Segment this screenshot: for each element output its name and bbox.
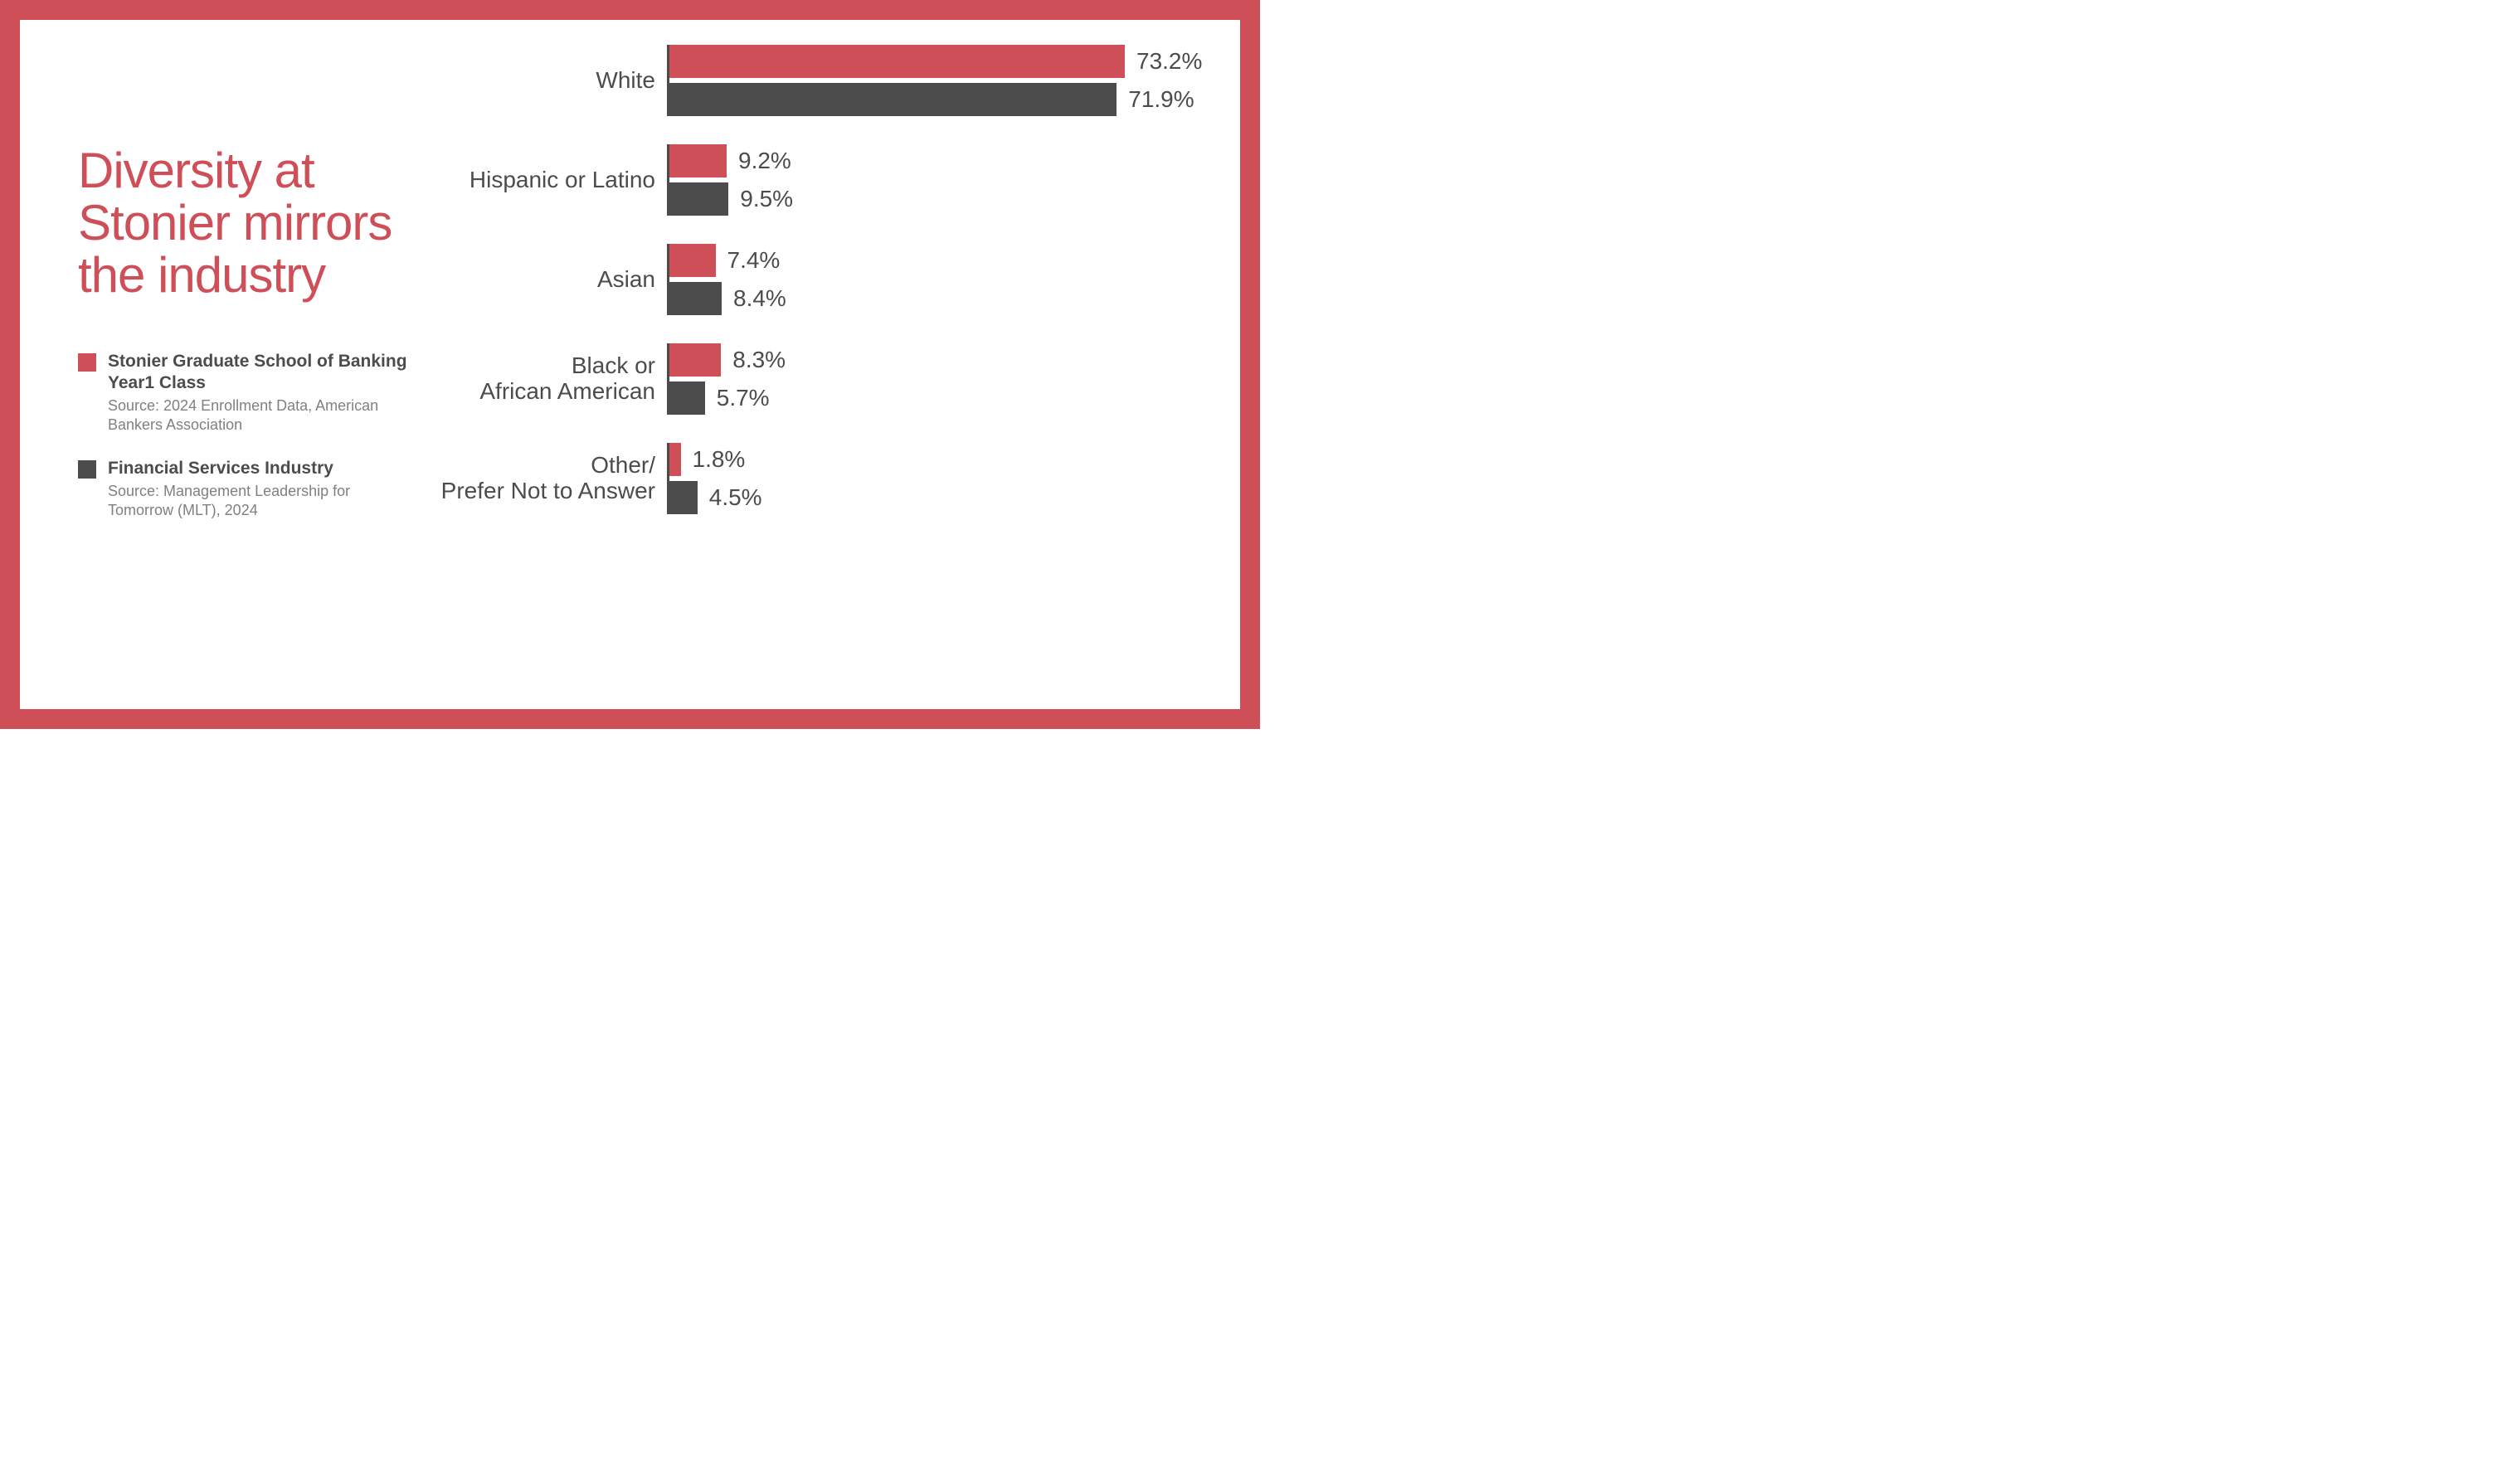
legend-text-industry: Financial Services Industry Source: Mana… — [108, 458, 410, 520]
legend-label-industry: Financial Services Industry — [108, 458, 410, 479]
bar-stonier — [669, 144, 727, 177]
legend-label-stonier: Stonier Graduate School of Banking Year1… — [108, 351, 410, 395]
bars-container: 1.8% 4.5% — [667, 443, 1214, 514]
bar-group: Hispanic or Latino 9.2% 9.5% — [435, 144, 1214, 216]
bars-container: 9.2% 9.5% — [667, 144, 1214, 216]
bar-row: 8.4% — [669, 282, 1214, 315]
bar-row: 5.7% — [669, 382, 1214, 415]
bar-stonier — [669, 244, 716, 277]
legend-text-stonier: Stonier Graduate School of Banking Year1… — [108, 351, 410, 435]
bar-value-label: 8.4% — [733, 285, 786, 312]
legend-item-industry: Financial Services Industry Source: Mana… — [78, 458, 410, 520]
bar-group: Black orAfrican American 8.3% 5.7% — [435, 343, 1214, 415]
category-label: Asian — [435, 267, 667, 293]
bars-container: 8.3% 5.7% — [667, 343, 1214, 415]
legend-swatch-industry — [78, 460, 96, 479]
bar-industry — [669, 83, 1116, 116]
bar-industry — [669, 182, 728, 216]
bar-stonier — [669, 443, 681, 476]
bar-value-label: 71.9% — [1128, 86, 1194, 113]
bar-value-label: 8.3% — [732, 347, 786, 373]
bar-row: 4.5% — [669, 481, 1214, 514]
bar-value-label: 4.5% — [709, 484, 762, 511]
chart-panel: Diversity at Stonier mirrors the industr… — [20, 20, 1240, 709]
legend-swatch-stonier — [78, 353, 96, 372]
bar-value-label: 5.7% — [717, 385, 770, 411]
bar-row: 8.3% — [669, 343, 1214, 377]
bar-industry — [669, 382, 705, 415]
bar-row: 71.9% — [669, 83, 1214, 116]
left-column: Diversity at Stonier mirrors the industr… — [78, 144, 410, 543]
bar-value-label: 9.2% — [738, 148, 791, 174]
bars-container: 73.2% 71.9% — [667, 45, 1214, 116]
legend-item-stonier: Stonier Graduate School of Banking Year1… — [78, 351, 410, 435]
bar-stonier — [669, 45, 1125, 78]
bar-group: Asian 7.4% 8.4% — [435, 244, 1214, 315]
category-label: Hispanic or Latino — [435, 168, 667, 193]
bar-row: 9.5% — [669, 182, 1214, 216]
category-label: Black orAfrican American — [435, 353, 667, 405]
legend-source-industry: Source: Management Leadership for Tomorr… — [108, 482, 410, 521]
legend: Stonier Graduate School of Banking Year1… — [78, 351, 410, 520]
chart-title: Diversity at Stonier mirrors the industr… — [78, 144, 410, 301]
bar-group: White 73.2% 71.9% — [435, 45, 1214, 116]
bars-container: 7.4% 8.4% — [667, 244, 1214, 315]
bar-industry — [669, 481, 698, 514]
legend-source-stonier: Source: 2024 Enrollment Data, American B… — [108, 396, 410, 435]
bar-industry — [669, 282, 722, 315]
bar-row: 1.8% — [669, 443, 1214, 476]
bar-chart: White 73.2% 71.9% Hispanic or Latino 9.2% 9.5… — [435, 45, 1214, 542]
bar-row: 73.2% — [669, 45, 1214, 78]
bar-value-label: 73.2% — [1136, 48, 1202, 75]
category-label: Other/Prefer Not to Answer — [435, 453, 667, 504]
bar-stonier — [669, 343, 721, 377]
bar-value-label: 9.5% — [740, 186, 793, 212]
category-label: White — [435, 68, 667, 94]
bar-row: 7.4% — [669, 244, 1214, 277]
outer-frame: Diversity at Stonier mirrors the industr… — [0, 0, 1260, 729]
bar-value-label: 1.8% — [693, 446, 746, 473]
bar-value-label: 7.4% — [727, 247, 781, 274]
bar-row: 9.2% — [669, 144, 1214, 177]
bar-group: Other/Prefer Not to Answer 1.8% 4.5% — [435, 443, 1214, 514]
